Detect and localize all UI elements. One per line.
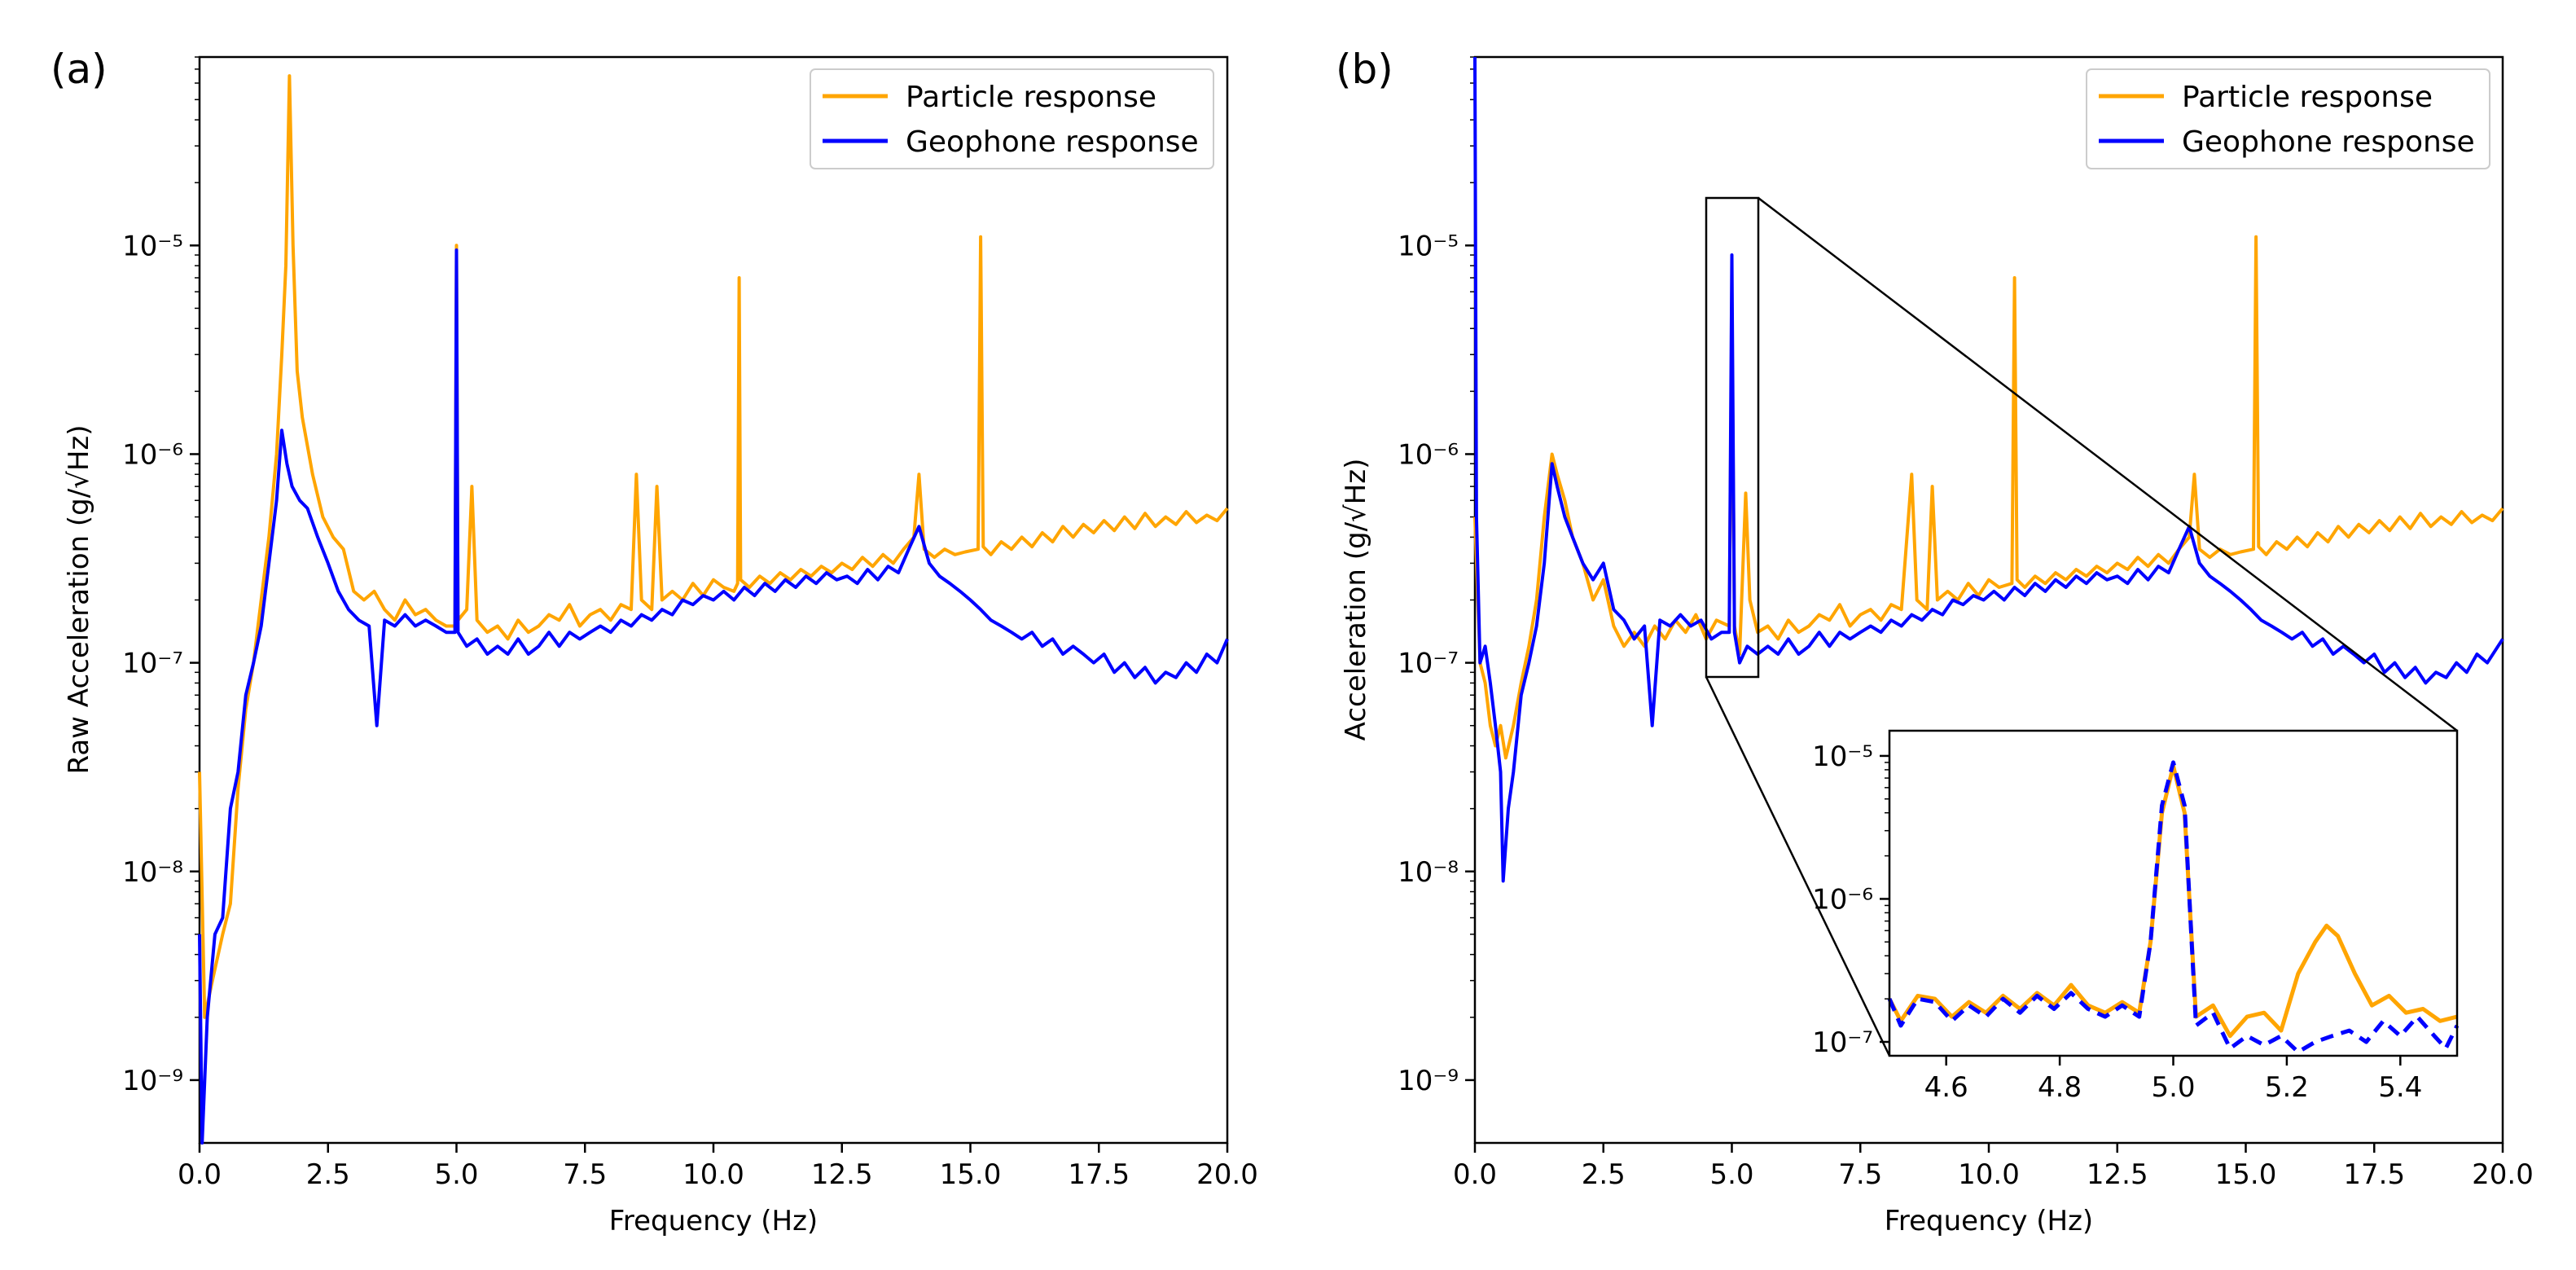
panel-b-inset-series	[1887, 760, 2460, 1054]
panel-a-y-tick-label: 10⁻⁷	[122, 648, 183, 680]
panel-a-legend-box	[810, 68, 1214, 169]
panel-a-x-ticks: 0.0 2.5 5.0 7.5 10.0 12.5 15.0 17.5 20.0	[178, 1143, 1258, 1191]
panel-b-y-tick-label: 10⁻⁸	[1398, 856, 1459, 889]
panel-a-x-axis-label: Frequency (Hz)	[609, 1205, 818, 1237]
panel-b-x-tick-label: 10.0	[1958, 1158, 2020, 1191]
panel-b-inset-x-tick-label: 5.0	[2151, 1071, 2195, 1104]
panel-b-x-tick-label: 5.0	[1709, 1158, 1753, 1191]
panel-a-y-axis-label: Raw Acceleration (g/√Hz)	[63, 424, 95, 774]
panel-b-x-ticks: 0.0 2.5 5.0 7.5 10.0 12.5 15.0 17.5 20.0	[1453, 1143, 2534, 1191]
panel-b-inset-background	[1889, 731, 2457, 1056]
panel-b-x-tick-label: 17.5	[2343, 1158, 2405, 1191]
panel-a-x-tick-label: 0.0	[178, 1158, 222, 1191]
panel-b-inset-y-tick-label: 10⁻⁶	[1812, 883, 1873, 916]
panel-b-x-tick-label: 2.5	[1582, 1158, 1626, 1191]
panel-a-y-ticks: 10⁻⁹ 10⁻⁸ 10⁻⁷ 10⁻⁶ 10⁻⁵	[122, 56, 200, 1097]
panel-b-zoom-connector-top	[1758, 197, 2458, 732]
panel-b-legend-box	[2086, 68, 2490, 169]
panel-b-y-ticks: 10⁻⁹ 10⁻⁸ 10⁻⁷ 10⁻⁶ 10⁻⁵	[1398, 56, 1475, 1097]
panel-b-y-tick-label: 10⁻⁹	[1398, 1065, 1459, 1097]
panel-b-y-tick-label: 10⁻⁵	[1398, 230, 1459, 262]
panel-a-y-tick-label: 10⁻⁵	[122, 230, 183, 262]
panel-b-inset-y-ticks: 10⁻⁷ 10⁻⁶ 10⁻⁵	[1812, 740, 1889, 1059]
panel-b-inset-y-tick-label: 10⁻⁷	[1812, 1026, 1873, 1059]
panel-b-y-tick-label: 10⁻⁶	[1398, 438, 1459, 471]
panel-b-inset-x-tick-label: 5.2	[2265, 1071, 2309, 1104]
panel-b-x-axis-label: Frequency (Hz)	[1885, 1205, 2093, 1237]
panel-b-x-tick-label: 20.0	[2472, 1158, 2534, 1191]
panel-b-inset-series-geophone-response	[1887, 760, 2460, 1054]
panel-b-x-tick-label: 12.5	[2087, 1158, 2148, 1191]
panel-b-inset-x-tick-label: 5.4	[2378, 1071, 2422, 1104]
panel-a-x-tick-label: 15.0	[940, 1158, 1002, 1191]
panel-b-x-tick-label: 15.0	[2215, 1158, 2277, 1191]
panel-a-series-particle-response	[198, 74, 1229, 1019]
panel-a-x-tick-label: 7.5	[563, 1158, 607, 1191]
panel-b-inset-x-ticks: 4.6 4.8 5.0 5.2 5.4	[1924, 1056, 2422, 1104]
panel-a: (a) 0.0 2.5 5.0 7.5 10.0 12.5 15.0 17.5 20.0 10⁻…	[50, 46, 1258, 1237]
panel-a-label: (a)	[50, 46, 108, 93]
panel-b-series	[1473, 56, 2504, 883]
panel-b-legend: Particle response Geophone response	[2086, 68, 2490, 169]
panel-b-series-geophone-response	[1473, 56, 2504, 883]
panel-b-series-particle-response	[1473, 235, 2504, 760]
panel-b-label: (b)	[1336, 46, 1393, 93]
panel-a-y-tick-label: 10⁻⁶	[122, 438, 183, 471]
panel-a-legend-label-particle: Particle response	[906, 81, 1156, 114]
panel-b: (b) 0.0 2.5 5.0 7.5 10.0 12.5 15.0 17.5 20.0 10⁻…	[1336, 46, 2534, 1237]
panel-a-x-tick-label: 17.5	[1068, 1158, 1130, 1191]
panel-b-legend-label-particle: Particle response	[2182, 81, 2433, 114]
panel-a-x-tick-label: 5.0	[434, 1158, 478, 1191]
panel-b-inset: 4.6 4.8 5.0 5.2 5.4 10⁻⁷ 10⁻⁶ 10⁻⁵	[1812, 729, 2460, 1104]
panel-a-x-tick-label: 12.5	[811, 1158, 873, 1191]
panel-b-legend-label-geophone: Geophone response	[2182, 125, 2475, 159]
panel-b-zoom-connector-bottom	[1705, 676, 1891, 1057]
panel-a-y-tick-label: 10⁻⁹	[122, 1065, 183, 1097]
panel-b-inset-x-tick-label: 4.6	[1924, 1071, 1968, 1104]
panel-b-zoom-box	[1705, 196, 1760, 679]
panel-b-y-tick-label: 10⁻⁷	[1398, 648, 1459, 680]
panel-a-x-tick-label: 2.5	[306, 1158, 350, 1191]
panel-a-y-tick-label: 10⁻⁸	[122, 856, 183, 889]
panel-a-x-tick-label: 10.0	[682, 1158, 744, 1191]
panel-a-series-geophone-response	[198, 248, 1229, 1145]
panel-b-inset-x-tick-label: 4.8	[2038, 1071, 2082, 1104]
panel-a-legend: Particle response Geophone response	[810, 68, 1214, 169]
panel-b-y-axis-label: Acceleration (g/√Hz)	[1340, 459, 1372, 741]
panel-b-x-tick-label: 7.5	[1838, 1158, 1882, 1191]
panel-a-x-tick-label: 20.0	[1196, 1158, 1258, 1191]
panel-b-x-tick-label: 0.0	[1453, 1158, 1497, 1191]
panel-b-inset-y-tick-label: 10⁻⁵	[1812, 740, 1873, 773]
panel-a-series	[198, 74, 1229, 1145]
panel-a-legend-label-geophone: Geophone response	[906, 125, 1199, 159]
